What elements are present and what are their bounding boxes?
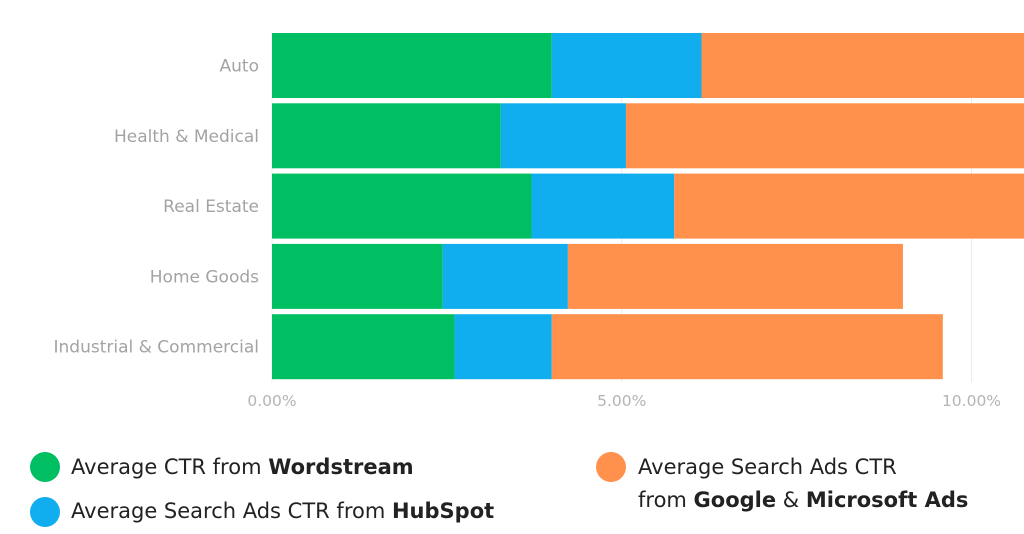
bar-segment xyxy=(500,103,626,169)
legend-text-hubspot: Average Search Ads CTR from xyxy=(71,499,392,523)
bars xyxy=(272,33,1024,380)
bar-segment xyxy=(442,243,568,309)
bar-segment xyxy=(551,314,943,380)
x-tick-label: 0.00% xyxy=(247,392,296,410)
category-labels: Auto Health & Medical Real Estate Home Good… xyxy=(54,57,260,358)
legend-text-google-line1: Average Search Ads CTR xyxy=(638,455,897,479)
bar-segment xyxy=(272,103,501,169)
bar-segment xyxy=(272,314,455,380)
bar-segment xyxy=(272,173,532,239)
legend-brand-google: Google xyxy=(693,488,777,512)
legend-swatch-wordstream xyxy=(30,452,60,482)
legend-brand-microsoft: Microsoft Ads xyxy=(805,488,969,512)
legend-swatch-google-microsoft xyxy=(596,452,626,482)
legend-text-ampersand: & xyxy=(776,488,806,512)
legend-swatch-hubspot xyxy=(30,497,60,527)
bar-segment xyxy=(272,33,552,98)
bar-segment xyxy=(531,173,675,239)
category-label: Industrial & Commercial xyxy=(54,338,259,358)
x-tick-label: 5.00% xyxy=(597,392,646,410)
category-label: Real Estate xyxy=(163,197,259,217)
bar-segment xyxy=(674,173,1024,239)
x-tick-label: 10.00% xyxy=(942,392,1001,410)
bar-segment xyxy=(551,33,702,98)
bar-segment xyxy=(567,243,903,309)
bar-segment xyxy=(701,33,1024,98)
category-label: Health & Medical xyxy=(114,127,259,147)
legend-text-google-line2: from xyxy=(638,488,694,512)
bar-segment xyxy=(625,103,1024,169)
legend-brand-wordstream: Wordstream xyxy=(268,455,414,479)
bar-segment xyxy=(454,314,552,380)
x-tick-labels: 0.00%5.00%10.00%15.00%20.00% xyxy=(247,392,1001,410)
legend-brand-hubspot: HubSpot xyxy=(391,499,495,523)
bar-segment xyxy=(272,243,443,309)
legend-text-wordstream: Average CTR from xyxy=(71,455,269,479)
stacked-bar-chart: Auto Health & Medical Real Estate Home Good… xyxy=(54,33,1024,410)
category-label: Auto xyxy=(220,57,259,77)
category-label: Home Goods xyxy=(150,267,259,287)
